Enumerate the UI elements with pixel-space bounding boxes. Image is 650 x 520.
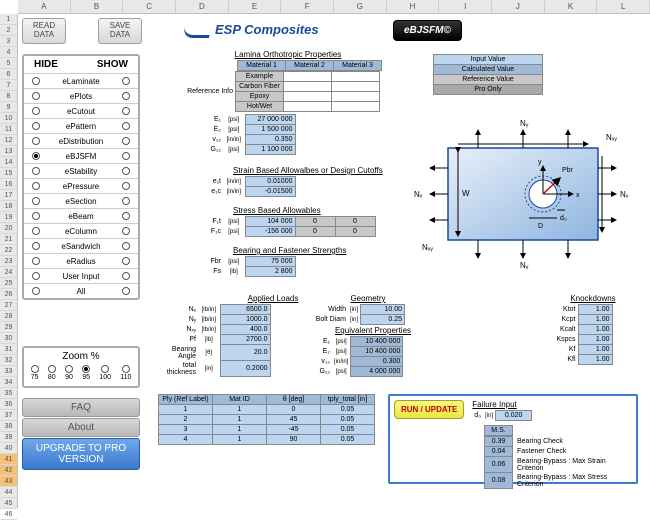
svg-text:Pbr: Pbr xyxy=(562,167,574,174)
hs-row-eSection[interactable]: eSection xyxy=(24,193,138,208)
failure-box: RUN / UPDATE Failure Input d₀[in] 0.020 … xyxy=(388,394,638,484)
zoom-panel: Zoom % 75809095100110 xyxy=(22,346,140,388)
hs-row-All[interactable]: All xyxy=(24,283,138,298)
knock-section: Knockdowns Ktot1.00Kcpt1.00Kcalt1.00Kspc… xyxy=(548,294,638,365)
hs-row-eLaminate[interactable]: eLaminate xyxy=(24,73,138,88)
logo: ESP Composites xyxy=(183,22,319,38)
hs-row-eColumn[interactable]: eColumn xyxy=(24,223,138,238)
hs-row-ePattern[interactable]: ePattern xyxy=(24,118,138,133)
hs-row-eCutout[interactable]: eCutout xyxy=(24,103,138,118)
ply-table: Ply (Ref Label)Mat IDθ [deg]tply_total [… xyxy=(158,394,375,445)
bearing-section: Bearing and Fastener Strengths Fbr[psi]7… xyxy=(183,246,383,277)
faq-button[interactable]: FAQ xyxy=(22,398,140,417)
hs-row-eBJSFM[interactable]: eBJSFM xyxy=(24,148,138,163)
hs-row-eSandwich[interactable]: eSandwich xyxy=(24,238,138,253)
zoom-90[interactable]: 90 xyxy=(65,365,73,381)
hs-row-eDistribution[interactable]: eDistribution xyxy=(24,133,138,148)
geometry-section: Geometry Width[in]10.00Bolt Diam[in]0.25 xyxy=(308,294,428,325)
hs-row-ePressure[interactable]: ePressure xyxy=(24,178,138,193)
d0-input[interactable]: 0.020 xyxy=(496,411,532,421)
run-button[interactable]: RUN / UPDATE xyxy=(394,400,464,419)
svg-text:d₀: d₀ xyxy=(560,215,567,222)
hs-row-ePlots[interactable]: ePlots xyxy=(24,88,138,103)
col-headers: ABC DEF GHI JKL xyxy=(18,0,650,14)
svg-text:Nᵧ: Nᵧ xyxy=(520,119,529,128)
strain-section: Strain Based Allowalbes or Design Cutoff… xyxy=(183,166,383,197)
lamina-section: Lamina Orthotropic Properties Material 1… xyxy=(183,50,393,155)
svg-text:Nₓ: Nₓ xyxy=(414,190,423,199)
zoom-100[interactable]: 100 xyxy=(99,365,111,381)
hs-row-eRadius[interactable]: eRadius xyxy=(24,253,138,268)
upgrade-button[interactable]: UPGRADE TO PRO VERSION xyxy=(22,438,140,470)
legend: Input Value Calculated Value Reference V… xyxy=(433,54,543,95)
svg-text:y: y xyxy=(538,159,542,166)
applied-section: Applied Loads Nₓ[lb/in]6500.0Nᵧ[lb/in]10… xyxy=(158,294,318,377)
hs-row-eStability[interactable]: eStability xyxy=(24,163,138,178)
zoom-110[interactable]: 110 xyxy=(120,365,131,381)
svg-text:W: W xyxy=(462,189,470,198)
svg-text:x: x xyxy=(576,192,580,199)
svg-text:Nₓᵧ: Nₓᵧ xyxy=(606,133,617,142)
hs-row-eBeam[interactable]: eBeam xyxy=(24,208,138,223)
zoom-95[interactable]: 95 xyxy=(82,365,90,381)
zoom-80[interactable]: 80 xyxy=(48,365,56,381)
svg-text:D: D xyxy=(538,223,543,230)
ebjsfm-button[interactable]: eBJSFM© xyxy=(393,20,462,41)
about-button[interactable]: About xyxy=(22,418,140,437)
hide-show-panel: HIDESHOW eLaminateePlotseCutoutePatterne… xyxy=(22,54,140,300)
stress-section: Stress Based Allowables F₁t[psi]104 0000… xyxy=(183,206,403,237)
row-headers: 1234567891011121314151617181920212223242… xyxy=(0,14,18,508)
zoom-75[interactable]: 75 xyxy=(31,365,39,381)
svg-text:Nₓ: Nₓ xyxy=(620,190,629,199)
svg-text:Nᵧ: Nᵧ xyxy=(520,261,529,270)
hs-row-User Input[interactable]: User Input xyxy=(24,268,138,283)
stress-diagram: x y Pbr D d₀ W Nᵧ Nᵧ Nₓ Nₓ Nₓᵧ xyxy=(408,118,638,270)
read-data-button[interactable]: READ DATA xyxy=(22,18,66,44)
svg-text:Nₓᵧ: Nₓᵧ xyxy=(422,243,433,252)
save-data-button[interactable]: SAVE DATA xyxy=(98,18,142,44)
equiv-section: Equivalent Properties E₁[psi]10 400 000E… xyxy=(308,326,438,377)
